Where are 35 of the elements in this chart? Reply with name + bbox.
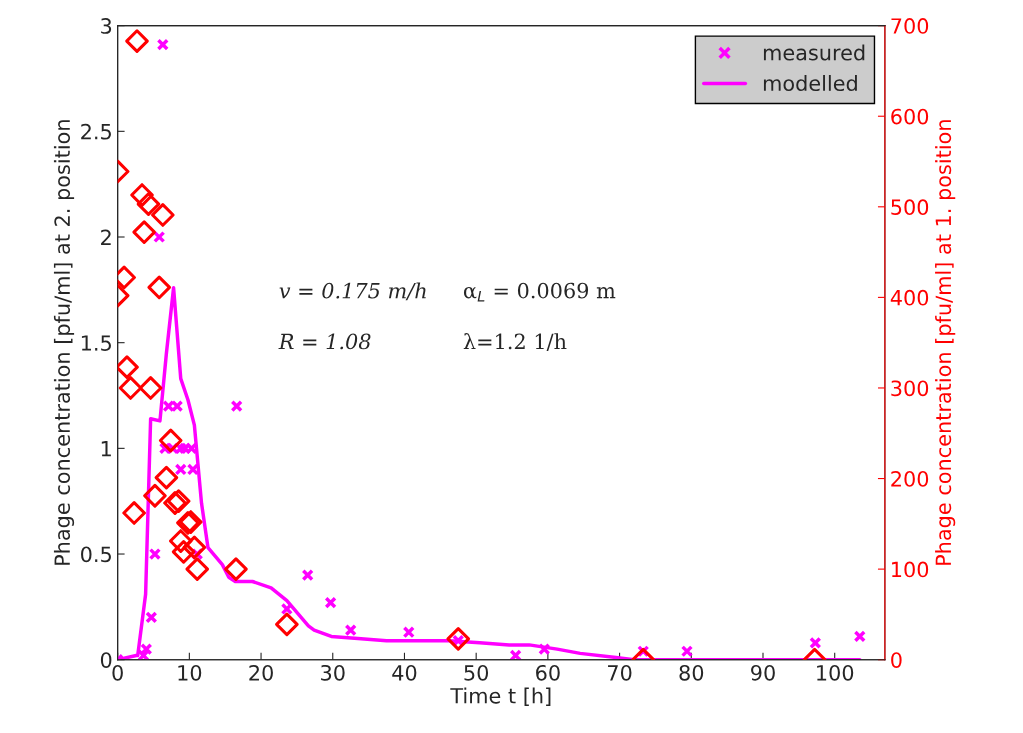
y2-tick-label: 0: [891, 652, 902, 668]
y-tick-label: 1.5: [81, 335, 111, 351]
annotation: R = 1.08: [278, 333, 371, 350]
y-tick-label: 2.5: [81, 123, 111, 140]
y2-tick-label: 100: [892, 561, 929, 578]
x-tick-label: 10: [178, 664, 202, 681]
x-tick-label: 90: [751, 664, 775, 681]
x-tick-label: 60: [536, 664, 560, 681]
y-tick-label: 0: [100, 652, 112, 668]
legend-label: measured: [763, 44, 865, 61]
y2-tick-label: 500: [891, 199, 929, 216]
x-tick-label: 30: [321, 664, 345, 681]
y-tick-label: 3: [101, 18, 112, 34]
x-tick-label: 20: [249, 664, 273, 681]
y2-tick-label: 300: [891, 380, 929, 397]
x-axis-title: Time t [h]: [450, 687, 551, 707]
y-tick-label: 0.5: [81, 546, 111, 563]
x-tick-label: 50: [464, 664, 489, 681]
y2-axis-title: Phage concentration [pfu/ml] at 1. position: [935, 120, 956, 565]
y-tick-label: 1: [101, 441, 111, 457]
y2-tick-label: 400: [890, 289, 929, 306]
x-tick-label: 70: [608, 664, 632, 681]
y-tick-label: 2: [101, 229, 111, 245]
y2-tick-label: 700: [891, 18, 929, 34]
annotation: λ=1.2 1/h: [463, 333, 567, 351]
x-tick-label: 100: [817, 664, 854, 681]
y2-tick-label: 200: [891, 471, 929, 487]
y2-tick-label: 600: [891, 108, 929, 125]
annotation: α$_{L}$ = 0.0069 m: [463, 282, 616, 302]
x-tick-label: 0: [112, 664, 123, 681]
x-tick-label: 40: [392, 664, 417, 681]
annotation: v = 0.175 m/h: [279, 282, 426, 301]
legend-label: modelled: [763, 74, 857, 92]
y-axis-title: Phage concentration [pfu/ml] at 2. position: [53, 120, 75, 565]
x-tick-label: 80: [679, 664, 704, 681]
